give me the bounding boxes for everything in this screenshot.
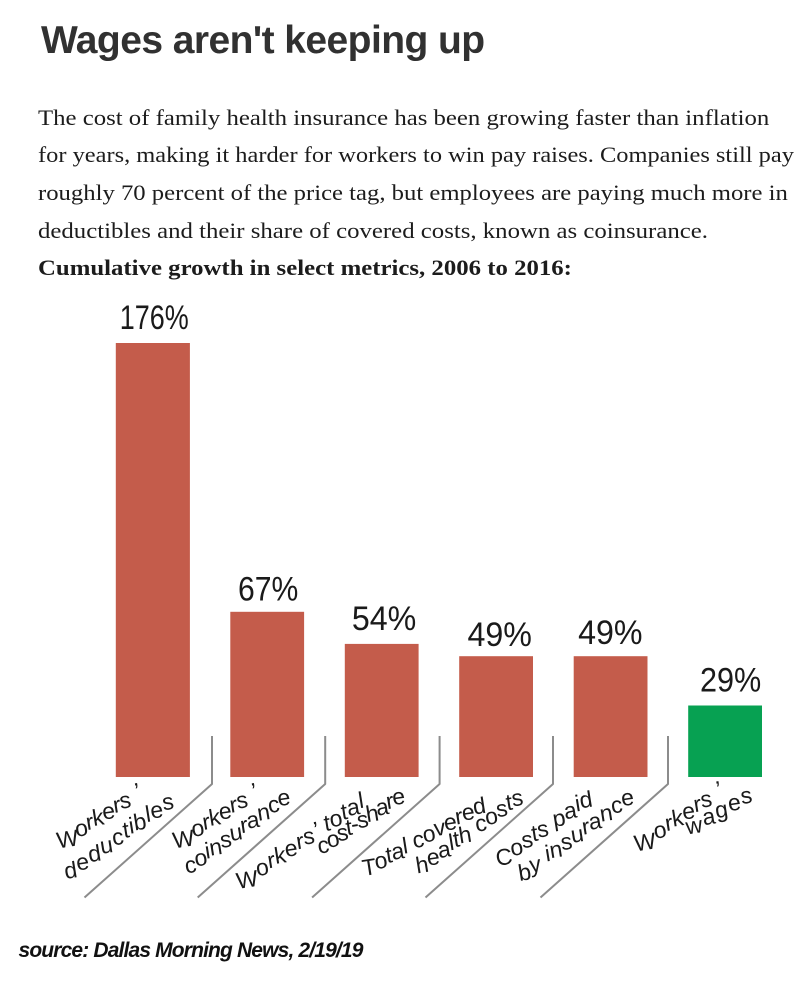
svg-text:29%: 29% xyxy=(700,661,761,699)
svg-text:176%: 176% xyxy=(120,298,189,337)
svg-text:54%: 54% xyxy=(352,600,416,638)
svg-text:49%: 49% xyxy=(467,616,531,654)
svg-text:67%: 67% xyxy=(238,570,298,608)
svg-text:49%: 49% xyxy=(578,614,642,652)
